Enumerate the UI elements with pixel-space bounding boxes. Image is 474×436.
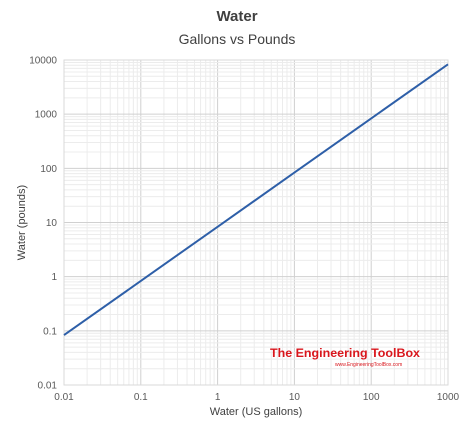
chart-subtitle: Gallons vs Pounds bbox=[178, 31, 296, 47]
series-line bbox=[63, 63, 449, 336]
x-axis-title: Water (US gallons) bbox=[210, 406, 303, 418]
y-tick-label: 1 bbox=[51, 272, 57, 283]
x-tick-label: 0.01 bbox=[54, 392, 74, 403]
y-tick-label: 0.1 bbox=[43, 326, 57, 337]
plot-area bbox=[63, 59, 449, 386]
x-axis: 0.01 0.1 1 10 100 1000 bbox=[54, 392, 459, 403]
y-tick-label: 100 bbox=[40, 164, 57, 175]
y-tick-label: 0.01 bbox=[38, 381, 58, 392]
x-tick-label: 0.1 bbox=[134, 392, 148, 403]
chart-title: Water bbox=[216, 8, 258, 25]
watermark-logo: The Engineering ToolBox www.EngineeringT… bbox=[270, 346, 420, 368]
x-tick-label: 1000 bbox=[437, 392, 460, 403]
y-axis: 0.01 0.1 1 10 100 1000 10000 bbox=[29, 56, 57, 392]
series-layer bbox=[63, 63, 449, 336]
x-tick-label: 100 bbox=[363, 392, 380, 403]
y-axis-title: Water (pounds) bbox=[16, 185, 28, 260]
grid bbox=[63, 60, 448, 386]
y-tick-label: 10 bbox=[46, 218, 58, 229]
x-tick-label: 1 bbox=[215, 392, 221, 403]
watermark-name: The Engineering ToolBox bbox=[270, 346, 420, 360]
watermark-url: www.EngineeringToolBox.com bbox=[335, 362, 402, 368]
x-tick-label: 10 bbox=[289, 392, 301, 403]
y-tick-label: 1000 bbox=[35, 110, 58, 121]
y-tick-label: 10000 bbox=[29, 56, 57, 67]
